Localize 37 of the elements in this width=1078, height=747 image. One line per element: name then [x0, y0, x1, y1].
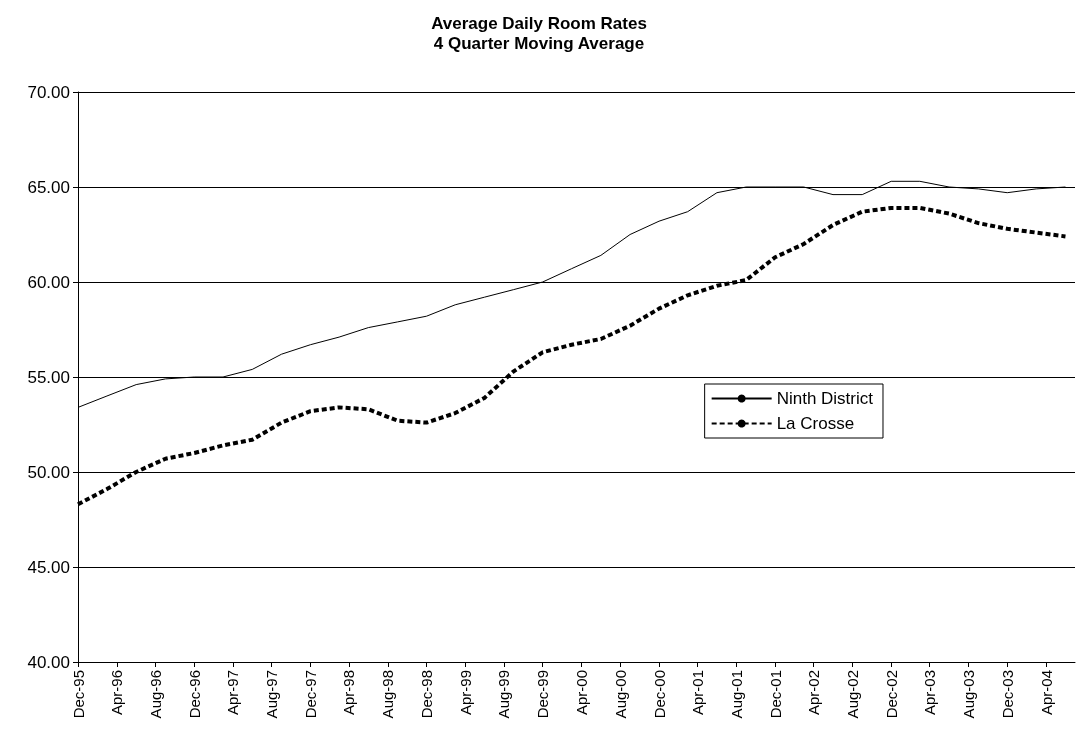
x-tick-label: Apr-97: [224, 670, 242, 716]
y-tick-label: 65.00: [27, 177, 70, 197]
chart-subtitle: 4 Quarter Moving Average: [433, 34, 645, 53]
y-tick-label: 50.00: [27, 462, 70, 482]
x-tick-label: Apr-02: [805, 670, 823, 716]
x-tick-label: Aug-01: [727, 670, 745, 719]
x-tick-label: Apr-04: [1037, 670, 1055, 716]
x-tick-label: Dec-99: [534, 670, 552, 719]
y-tick-label: 55.00: [27, 367, 70, 387]
x-tick-label: Aug-03: [959, 670, 977, 719]
x-tick-label: Aug-96: [147, 670, 165, 719]
x-tick-label: Dec-02: [882, 670, 900, 719]
legend-label: Ninth District: [776, 389, 874, 408]
y-tick-label: 70.00: [27, 82, 70, 102]
x-tick-label: Aug-02: [843, 670, 861, 719]
x-tick-label: Dec-01: [766, 670, 784, 719]
x-tick-label: Apr-03: [921, 670, 939, 716]
x-tick-label: Aug-00: [611, 670, 629, 719]
x-tick-label: Dec-00: [650, 670, 668, 719]
legend-label: La Crosse: [776, 414, 855, 433]
x-tick-label: Apr-00: [572, 670, 590, 716]
x-tick-label: Aug-97: [263, 670, 281, 719]
x-tick-label: Apr-99: [456, 670, 474, 716]
y-tick-label: 40.00: [27, 652, 70, 672]
y-tick-label: 60.00: [27, 272, 70, 292]
x-tick-label: Dec-98: [418, 670, 436, 719]
x-tick-label: Apr-96: [108, 670, 126, 716]
x-tick-label: Apr-01: [689, 670, 707, 716]
x-tick-label: Aug-99: [495, 670, 513, 719]
chart-title: Average Daily Room Rates: [431, 14, 647, 33]
x-tick-label: Dec-95: [69, 670, 87, 719]
x-tick-label: Dec-96: [185, 670, 203, 719]
x-tick-label: Aug-98: [379, 670, 397, 719]
x-tick-label: Dec-03: [998, 670, 1016, 719]
x-tick-label: Dec-97: [301, 670, 319, 719]
x-tick-label: Apr-98: [340, 670, 358, 716]
y-tick-label: 45.00: [27, 557, 70, 577]
